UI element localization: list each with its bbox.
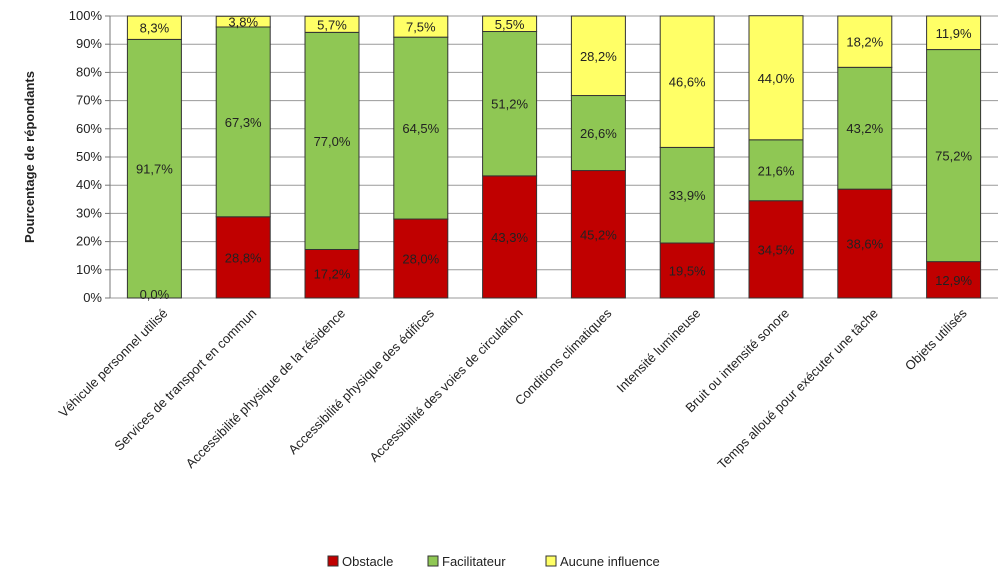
data-label: 44,0% xyxy=(758,71,795,86)
data-label: 17,2% xyxy=(314,267,351,282)
category-label: Conditions climatiques xyxy=(512,305,615,408)
y-tick-label: 90% xyxy=(76,36,102,51)
y-tick-label: 70% xyxy=(76,93,102,108)
y-tick-label: 30% xyxy=(76,205,102,220)
y-tick-label: 0% xyxy=(83,290,102,305)
data-label: 8,3% xyxy=(140,21,170,36)
category-label: Intensité lumineuse xyxy=(614,306,704,396)
data-label: 7,5% xyxy=(406,20,436,35)
data-label: 21,6% xyxy=(758,163,795,178)
data-label: 38,6% xyxy=(846,237,883,252)
category-label: Services de transport en commun xyxy=(111,306,259,454)
data-label: 75,2% xyxy=(935,149,972,164)
category-label: Accessibilité physique de la résidence xyxy=(183,306,348,471)
legend-label: Obstacle xyxy=(342,554,393,569)
y-tick-label: 40% xyxy=(76,177,102,192)
y-tick-label: 10% xyxy=(76,262,102,277)
data-label: 67,3% xyxy=(225,115,262,130)
data-label: 28,0% xyxy=(402,252,439,267)
data-label: 28,8% xyxy=(225,250,262,265)
legend-label: Aucune influence xyxy=(560,554,660,569)
y-tick-label: 80% xyxy=(76,64,102,79)
data-label: 19,5% xyxy=(669,264,706,279)
data-label: 43,3% xyxy=(491,230,528,245)
legend-label: Facilitateur xyxy=(442,554,506,569)
legend: Obstacle Facilitateur Aucune influence xyxy=(328,554,660,569)
y-tick-label: 60% xyxy=(76,121,102,136)
data-label: 43,2% xyxy=(846,121,883,136)
data-label: 12,9% xyxy=(935,273,972,288)
data-label: 51,2% xyxy=(491,97,528,112)
data-label: 28,2% xyxy=(580,49,617,64)
y-axis: 0% 10% 20% 30% 40% 50% 60% 70% 80% 90% 100% xyxy=(69,8,110,305)
y-axis-title: Pourcentage de répondants xyxy=(22,71,37,243)
data-label: 26,6% xyxy=(580,126,617,141)
data-label: 33,9% xyxy=(669,188,706,203)
y-tick-label: 100% xyxy=(69,8,103,23)
y-tick-label: 20% xyxy=(76,234,102,249)
data-label: 91,7% xyxy=(136,162,173,177)
data-label: 5,5% xyxy=(495,17,525,32)
data-label: 0,0% xyxy=(140,287,170,302)
category-label: Accessibilité physique des édifices xyxy=(285,305,437,457)
legend-swatch xyxy=(328,556,338,566)
data-label: 46,6% xyxy=(669,75,706,90)
category-label: Temps alloué pour exécuter une tâche xyxy=(714,306,880,472)
data-label: 64,5% xyxy=(402,121,439,136)
data-label: 3,8% xyxy=(228,15,258,30)
legend-swatch xyxy=(546,556,556,566)
data-label: 77,0% xyxy=(314,134,351,149)
data-label: 5,7% xyxy=(317,17,347,32)
category-label: Objets utilisés xyxy=(902,305,970,373)
y-tick-label: 50% xyxy=(76,149,102,164)
category-label: Accessibilité des voies de circulation xyxy=(366,306,525,465)
data-label: 11,9% xyxy=(936,26,972,41)
legend-swatch xyxy=(428,556,438,566)
data-label: 34,5% xyxy=(758,242,795,257)
data-label: 18,2% xyxy=(846,35,883,50)
data-label: 45,2% xyxy=(580,227,617,242)
